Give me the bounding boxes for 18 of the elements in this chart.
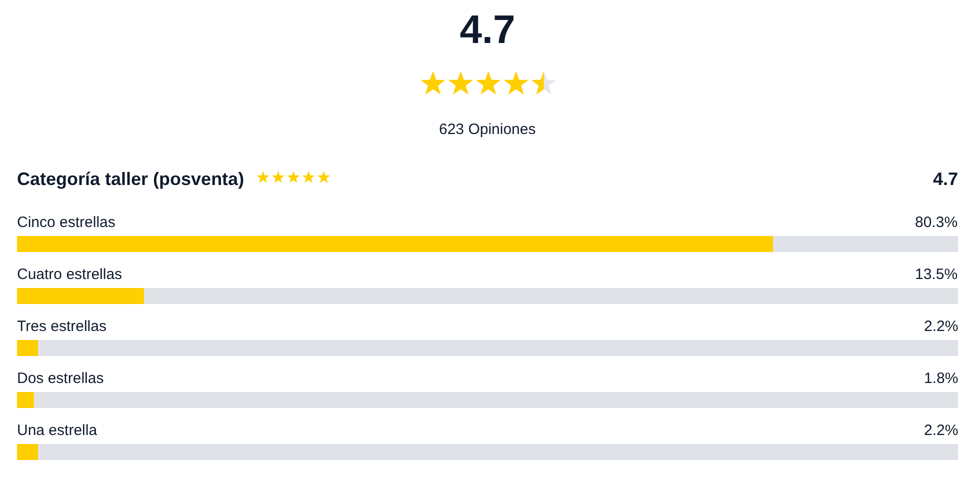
data-label: 13.5% — [915, 266, 958, 283]
text: Categoría taller (posventa) — [17, 169, 244, 189]
bar — [17, 288, 144, 304]
data-label: 80.3% — [915, 214, 958, 231]
bar — [17, 444, 38, 460]
bar — [17, 392, 34, 408]
chart-title: 4.7 — [460, 8, 516, 52]
y-tick-label: Una estrella — [17, 422, 98, 439]
y-tick-label: Cuatro estrellas — [17, 266, 122, 283]
data-label: 1.8% — [924, 370, 958, 387]
bar — [17, 340, 38, 356]
y-tick-label: Dos estrellas — [17, 370, 104, 387]
text: 4.7 — [933, 169, 958, 189]
y-tick-label: Cinco estrellas — [17, 214, 116, 231]
chart-subtitle: 623 Opiniones — [439, 121, 536, 138]
data-label: 2.2% — [924, 318, 958, 335]
y-tick-label: Tres estrellas — [17, 318, 106, 335]
data-label: 2.2% — [924, 422, 958, 439]
